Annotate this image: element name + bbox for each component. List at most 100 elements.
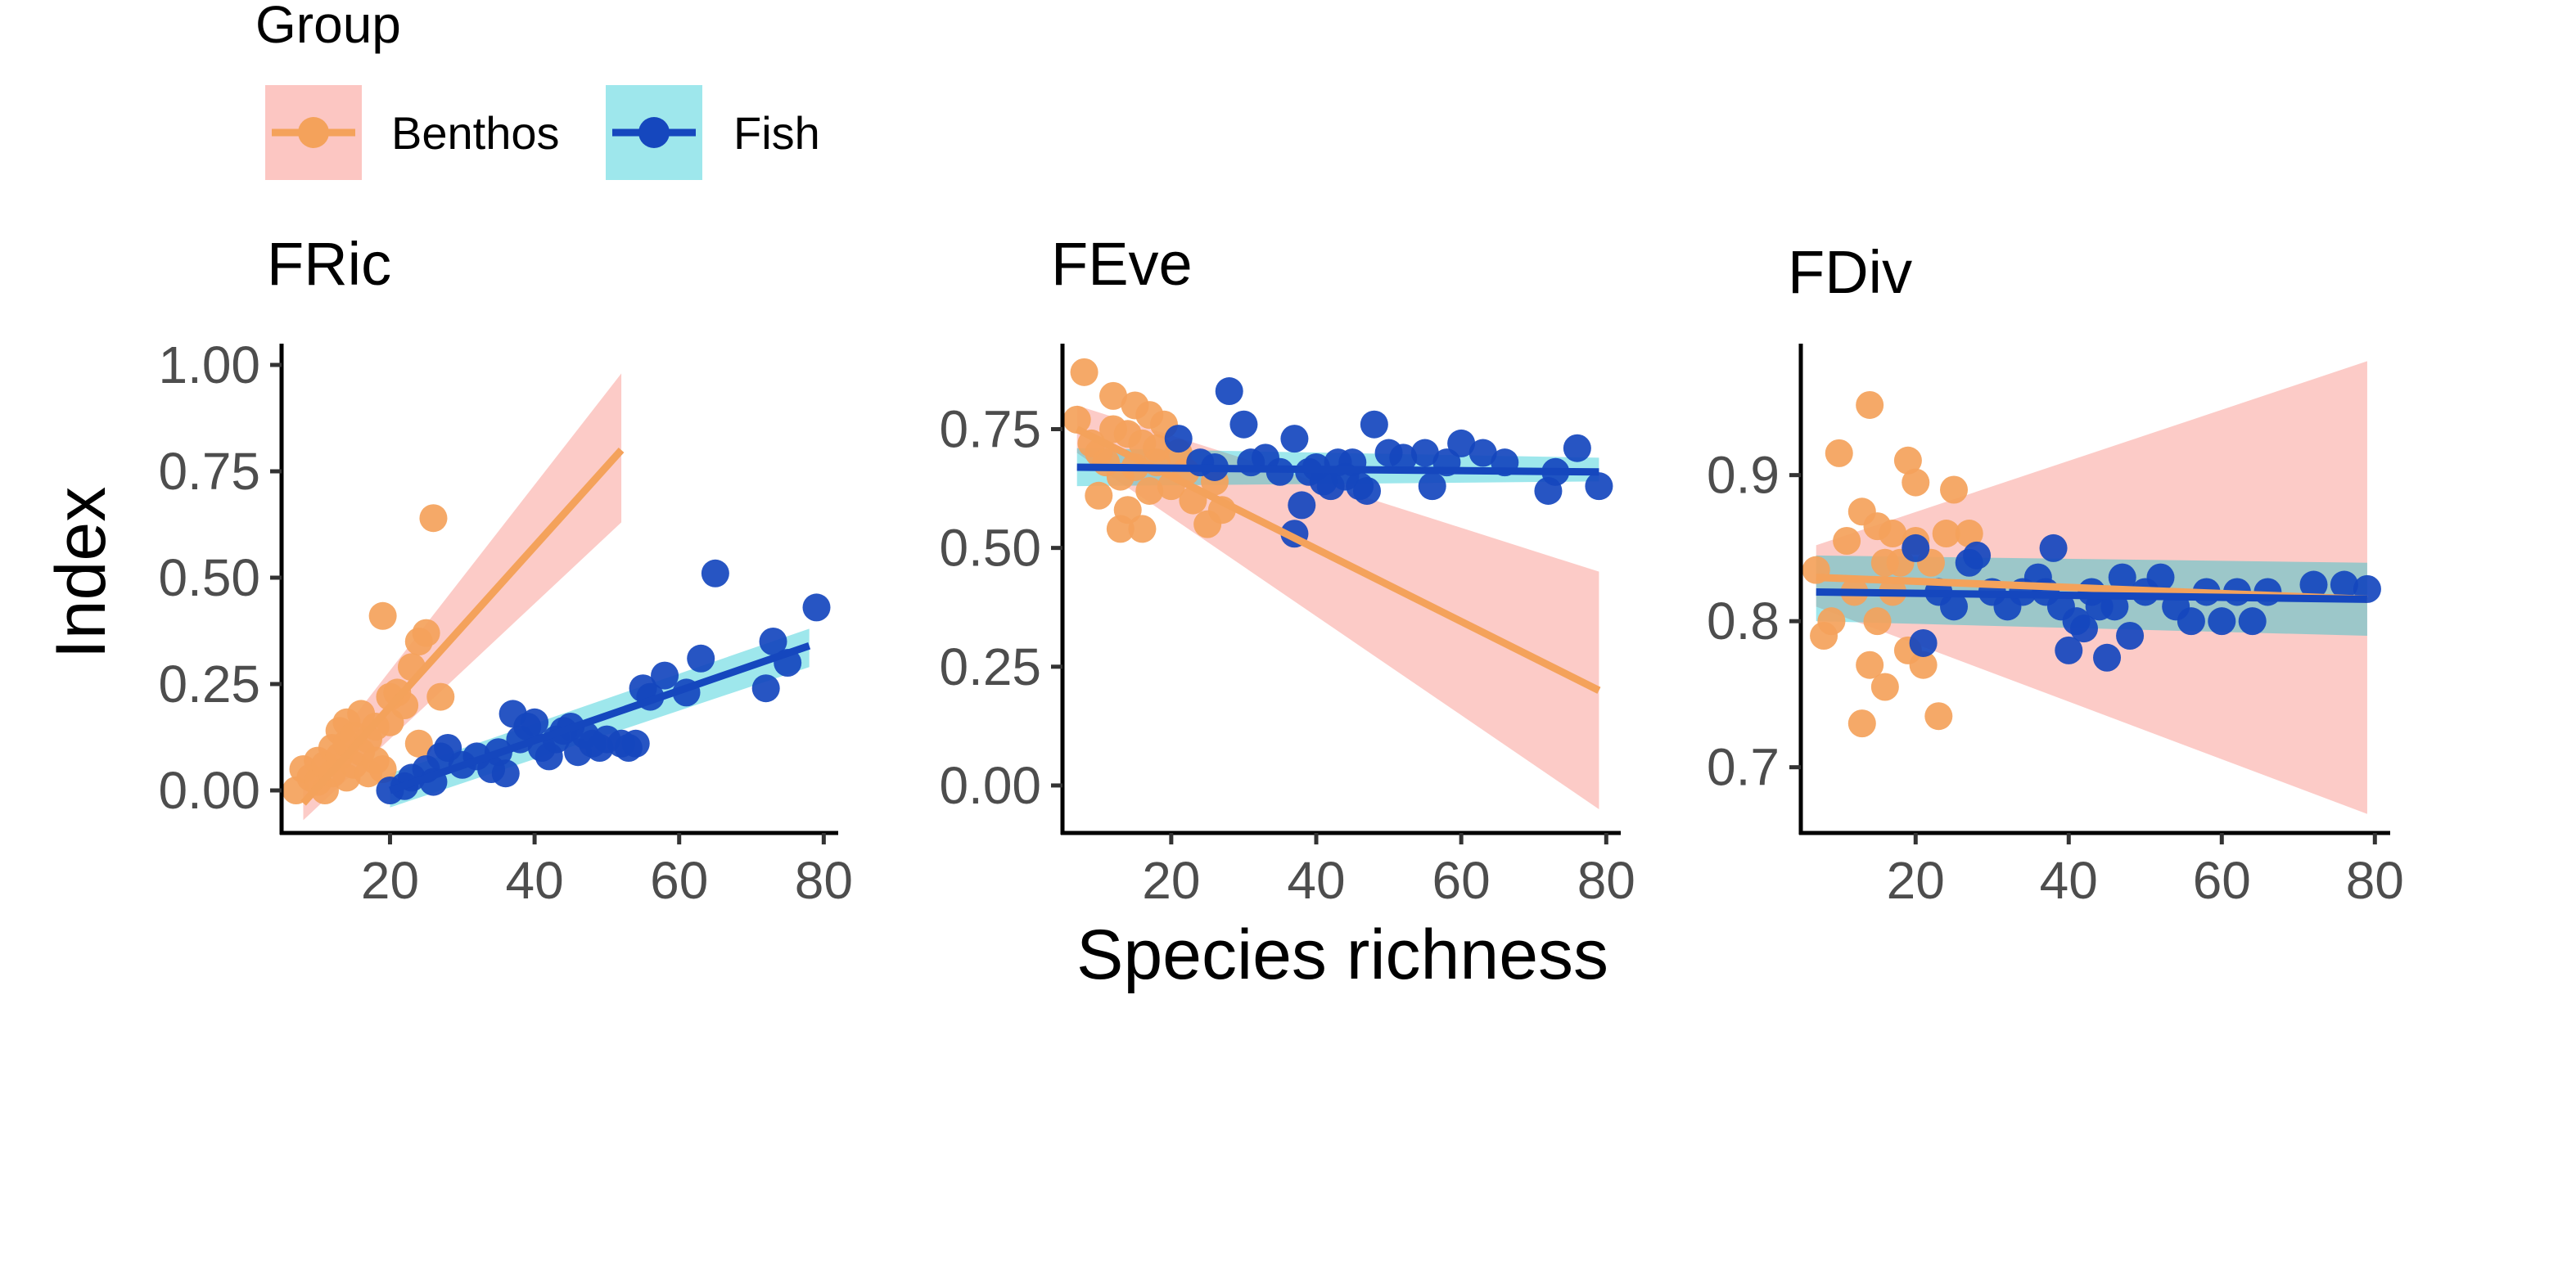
fit-line-fish bbox=[388, 642, 811, 795]
x-tick-label: 60 bbox=[2193, 851, 2251, 910]
data-point-fish bbox=[802, 593, 831, 622]
data-point-fish bbox=[1360, 410, 1388, 439]
data-point-fish bbox=[2177, 607, 2205, 636]
data-point-fish bbox=[1902, 533, 1930, 562]
fit-line-benthos bbox=[300, 447, 625, 806]
data-point-fish bbox=[1215, 377, 1243, 406]
data-point-benthos bbox=[1135, 476, 1164, 505]
data-point-fish bbox=[1229, 410, 1258, 439]
data-point-benthos bbox=[1932, 520, 1960, 548]
data-point-benthos bbox=[419, 504, 448, 533]
confidence-band-benthos bbox=[1076, 405, 1599, 809]
data-point-benthos bbox=[1070, 358, 1099, 386]
panel-title: FRic bbox=[267, 230, 391, 298]
data-point-benthos bbox=[1099, 381, 1127, 410]
data-point-fish bbox=[759, 628, 787, 655]
y-tick-label: 0.75 bbox=[939, 400, 1041, 459]
x-tick-label: 80 bbox=[2346, 851, 2404, 910]
data-point-fish bbox=[491, 759, 520, 788]
data-point-benthos bbox=[368, 755, 397, 783]
x-tick-label: 60 bbox=[1432, 851, 1491, 910]
panel-fric: FRic 20 40 60 80 0.00 0.25 0.50 0.75 1.00 bbox=[158, 230, 852, 910]
data-point-benthos bbox=[1113, 496, 1142, 524]
data-point-benthos bbox=[1902, 468, 1930, 497]
data-point-benthos bbox=[1879, 520, 1907, 548]
x-tick-label: 80 bbox=[1577, 851, 1635, 910]
y-tick-label: 0.25 bbox=[939, 637, 1041, 696]
data-point-fish bbox=[2108, 563, 2136, 592]
data-point-benthos bbox=[1863, 607, 1892, 636]
y-tick-label: 0.00 bbox=[939, 756, 1041, 815]
data-point-benthos bbox=[1847, 709, 1876, 738]
x-tick-label: 20 bbox=[1142, 851, 1200, 910]
data-point-fish bbox=[1468, 439, 1497, 467]
data-point-benthos bbox=[1825, 439, 1853, 467]
y-tick-label: 1.00 bbox=[158, 335, 260, 394]
data-point-benthos bbox=[404, 729, 433, 758]
legend-key-fish-point bbox=[638, 117, 670, 148]
data-point-fish bbox=[2093, 643, 2122, 672]
data-point-benthos bbox=[1128, 515, 1157, 543]
y-tick-label: 0.50 bbox=[158, 548, 260, 607]
data-point-fish bbox=[1909, 628, 1938, 657]
data-point-fish bbox=[651, 661, 679, 690]
x-tick-label: 60 bbox=[650, 851, 708, 910]
data-point-fish bbox=[1940, 592, 1969, 621]
fit-line-benthos bbox=[1075, 425, 1601, 694]
data-point-fish bbox=[1410, 439, 1439, 467]
data-point-benthos bbox=[1955, 520, 1983, 548]
data-point-fish bbox=[1389, 443, 1418, 472]
data-point-fish bbox=[2208, 607, 2236, 636]
data-point-benthos bbox=[426, 682, 455, 711]
data-point-benthos bbox=[1856, 390, 1884, 419]
y-axis-title: Index bbox=[42, 487, 120, 659]
legend: Group Benthos Fish bbox=[255, 0, 820, 180]
fit-line-fish bbox=[1076, 463, 1599, 476]
data-point-fish bbox=[2116, 622, 2145, 651]
data-point-fish bbox=[1353, 476, 1381, 505]
panel-fdiv: FDiv 20 40 60 80 0.7 0.8 0.9 bbox=[1707, 238, 2404, 910]
y-tick-label: 0.25 bbox=[158, 655, 260, 714]
legend-entry-benthos: Benthos bbox=[265, 85, 560, 180]
x-tick-label: 20 bbox=[361, 851, 419, 910]
legend-key-benthos-point bbox=[298, 117, 329, 148]
x-axis-title: Species richness bbox=[1076, 916, 1608, 994]
y-tick-label: 0.50 bbox=[939, 519, 1041, 578]
data-point-fish bbox=[2238, 607, 2267, 636]
data-point-fish bbox=[2146, 563, 2175, 592]
data-point-fish bbox=[1563, 434, 1591, 462]
data-point-fish bbox=[1280, 425, 1309, 453]
data-point-fish bbox=[1963, 541, 1992, 569]
data-point-fish bbox=[751, 674, 780, 703]
data-point-fish bbox=[2039, 533, 2068, 562]
data-point-benthos bbox=[1062, 405, 1091, 434]
y-tick-label: 0.8 bbox=[1707, 592, 1780, 651]
legend-entry-fish: Fish bbox=[606, 85, 820, 180]
y-tick-label: 0.7 bbox=[1707, 738, 1780, 797]
data-point-fish bbox=[2055, 636, 2083, 664]
data-point-benthos bbox=[1909, 651, 1938, 679]
fit-line-fish bbox=[1816, 587, 2368, 603]
y-tick-label: 0.00 bbox=[158, 761, 260, 820]
data-point-fish bbox=[621, 729, 650, 758]
data-point-fish bbox=[1447, 429, 1476, 457]
x-tick-label: 40 bbox=[1287, 851, 1345, 910]
data-point-benthos bbox=[1856, 651, 1884, 679]
data-point-benthos bbox=[1870, 673, 1899, 701]
legend-title: Group bbox=[255, 0, 401, 54]
legend-label-benthos: Benthos bbox=[391, 107, 560, 159]
data-point-fish bbox=[2330, 570, 2358, 599]
data-point-fish bbox=[687, 644, 715, 673]
y-tick-label: 0.75 bbox=[158, 442, 260, 501]
data-point-fish bbox=[1164, 425, 1193, 453]
panel-title: FDiv bbox=[1788, 238, 1912, 306]
data-point-fish bbox=[701, 559, 729, 587]
data-point-fish bbox=[2299, 570, 2328, 599]
legend-label-fish: Fish bbox=[733, 107, 820, 159]
data-point-benthos bbox=[1893, 446, 1922, 475]
panel-title: FEve bbox=[1051, 230, 1193, 298]
data-point-benthos bbox=[1833, 526, 1861, 555]
data-point-fish bbox=[1585, 472, 1613, 501]
data-point-benthos bbox=[1085, 481, 1113, 510]
